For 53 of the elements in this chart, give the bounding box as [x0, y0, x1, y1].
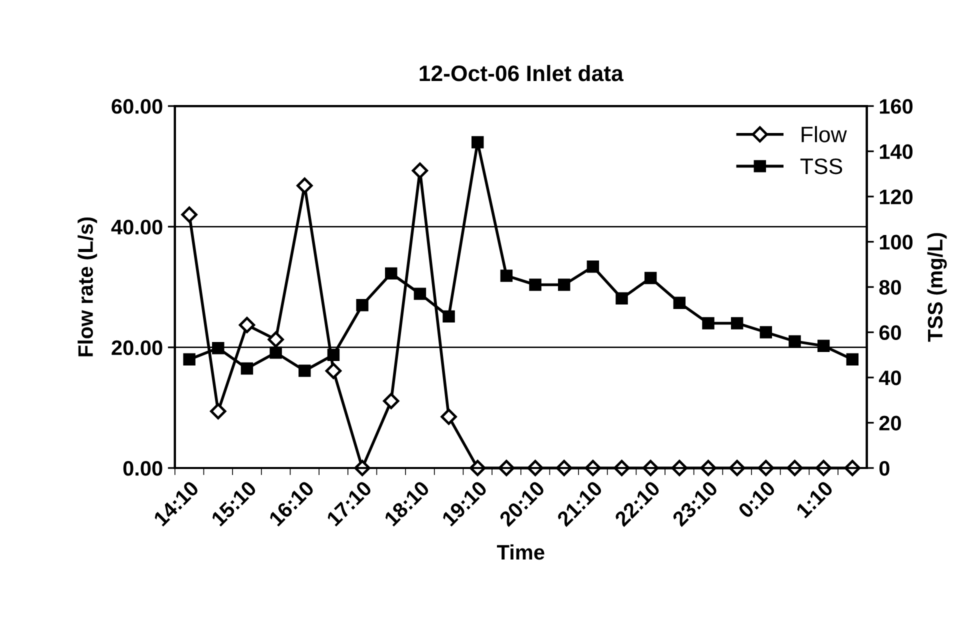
- y2-tick-label: 0: [879, 460, 890, 476]
- point: [702, 317, 714, 330]
- point: [500, 270, 513, 282]
- y2-axis-title: TSS (mg/L): [927, 233, 947, 342]
- point: [327, 348, 340, 361]
- y2-tick-label: 80: [879, 280, 901, 295]
- y2-tick-label: 20: [879, 416, 901, 431]
- point: [210, 403, 226, 420]
- point: [442, 310, 455, 323]
- point: [356, 299, 368, 312]
- point: [212, 342, 224, 354]
- point: [325, 362, 342, 379]
- point: [414, 288, 426, 300]
- point: [817, 340, 830, 352]
- point: [268, 331, 284, 348]
- point: [181, 206, 198, 223]
- point: [298, 364, 311, 377]
- point: [529, 278, 542, 291]
- point: [730, 317, 744, 330]
- point: [472, 136, 484, 148]
- point: [586, 260, 600, 273]
- x-tick-label: 0:10: [737, 480, 776, 519]
- point: [238, 316, 256, 334]
- point: [270, 346, 282, 359]
- point: [760, 326, 772, 338]
- y2-tick-label: 160: [880, 99, 913, 114]
- point: [558, 278, 570, 291]
- y-tick-label: 40.00: [111, 220, 162, 234]
- y2-tick-label: 100: [880, 234, 913, 250]
- chart-title: 12-Oct-06 Inlet data: [420, 64, 624, 82]
- point: [788, 335, 801, 348]
- point: [412, 162, 428, 179]
- point: [673, 296, 686, 309]
- point: [644, 272, 657, 284]
- legend-label: Flow: [802, 126, 847, 142]
- point: [240, 362, 254, 375]
- point: [846, 353, 859, 366]
- x-axis-title: Time: [496, 544, 544, 560]
- y-tick-label: 0.00: [123, 460, 162, 476]
- y2-tick-label: 60: [879, 325, 901, 340]
- y-axis-title: Flow rate (L/s): [78, 217, 98, 356]
- point: [383, 392, 400, 410]
- y2-tick-label: 140: [880, 144, 913, 160]
- y2-tick-label: 40: [878, 370, 901, 386]
- point: [296, 178, 313, 194]
- y-tick-label: 20.00: [112, 340, 162, 356]
- point: [183, 353, 196, 366]
- y-tick-label: 60.00: [112, 99, 162, 114]
- point: [385, 267, 398, 280]
- point: [616, 292, 628, 304]
- point: [440, 408, 457, 425]
- legend-label: TSS: [800, 158, 842, 174]
- y2-tick-label: 120: [880, 190, 913, 204]
